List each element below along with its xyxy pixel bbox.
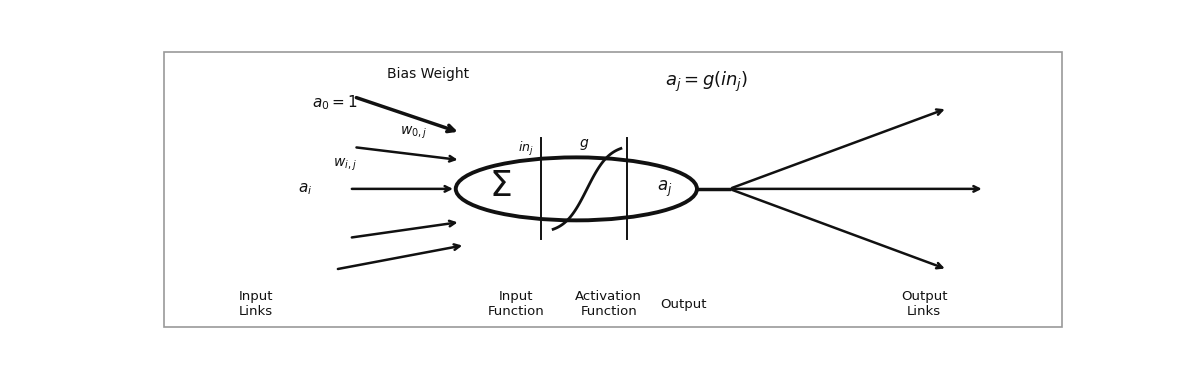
- Text: Activation
Function: Activation Function: [576, 290, 643, 318]
- Text: Input
Links: Input Links: [239, 290, 274, 318]
- Text: $w_{i,j}$: $w_{i,j}$: [333, 156, 357, 172]
- Text: Output
Links: Output Links: [901, 290, 948, 318]
- Text: $a_i$: $a_i$: [298, 181, 312, 197]
- Text: $a_j$: $a_j$: [657, 179, 673, 199]
- Text: $\Sigma$: $\Sigma$: [490, 169, 511, 203]
- Text: $w_{0,j}$: $w_{0,j}$: [401, 125, 427, 141]
- Text: Input
Function: Input Function: [487, 290, 545, 318]
- Text: Bias Weight: Bias Weight: [387, 67, 469, 81]
- Text: $g$: $g$: [578, 137, 589, 152]
- Text: $a_0 = 1$: $a_0 = 1$: [312, 93, 358, 112]
- Text: Output: Output: [660, 298, 706, 310]
- Ellipse shape: [456, 157, 697, 220]
- Text: $a_j = g(in_j)$: $a_j = g(in_j)$: [664, 70, 748, 94]
- FancyBboxPatch shape: [164, 52, 1062, 327]
- Text: $in_j$: $in_j$: [518, 140, 534, 157]
